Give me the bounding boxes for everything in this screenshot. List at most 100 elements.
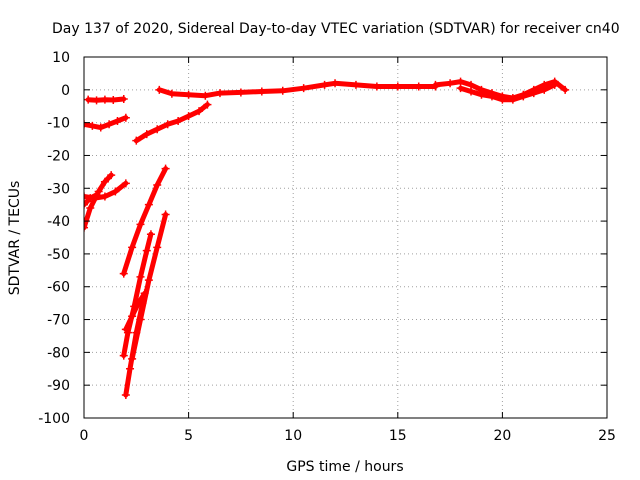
data-point-marker [299,84,308,93]
data-point-marker [561,85,570,94]
data-point-marker [88,121,97,130]
data-point-marker [372,82,381,91]
data-point-marker [96,123,105,132]
data-point-marker [393,82,402,91]
y-tick-label: -50 [47,247,70,263]
data-point-marker [519,92,528,101]
data-point-marker [278,86,287,95]
data-point-marker [107,171,116,180]
x-tick-label: 10 [284,428,302,444]
data-point-marker [128,354,137,363]
data-point-marker [153,180,162,189]
data-point-marker [467,87,476,96]
series-3 [155,79,440,100]
data-point-marker [119,95,128,104]
data-point-marker [174,116,183,125]
series-1 [84,113,130,132]
data-point-marker [142,130,151,139]
y-tick-label: 10 [52,50,70,66]
data-point-marker [201,91,210,100]
data-point-marker [92,96,101,105]
data-point-marker [144,200,153,209]
y-tick-label: -40 [47,214,70,230]
plot-frame [83,56,608,419]
data-point-marker [105,120,114,129]
data-point-marker [153,125,162,134]
y-tick-label: -30 [47,181,70,197]
x-axis-label: GPS time / hours [286,459,403,475]
data-point-marker [119,269,128,278]
y-tick-label: -20 [47,148,70,164]
y-axis-label: SDTVAR / TECUs [7,181,23,296]
series-trace [121,166,169,277]
data-point-marker [498,95,507,104]
data-point-marker [121,325,130,334]
data-point-marker [100,177,109,186]
x-tick-label: 5 [184,428,193,444]
data-point-marker [161,164,170,173]
data-series [84,77,570,400]
series-8 [84,190,101,209]
data-point-marker [84,200,88,209]
data-point-marker [119,351,128,360]
data-point-marker [414,82,423,91]
data-point-marker [155,85,164,94]
series-2 [132,100,212,145]
data-point-marker [121,391,130,400]
y-tick-label: -80 [47,345,70,361]
y-tick-label: -90 [47,378,70,394]
data-point-marker [184,112,193,121]
data-point-marker [128,312,137,321]
data-point-marker [92,190,101,199]
data-point-marker [456,84,465,93]
data-point-marker [320,80,329,89]
series-trace [123,290,148,332]
data-point-marker [257,87,266,96]
data-point-marker [100,95,109,104]
data-point-marker [132,136,141,145]
data-point-marker [134,299,143,308]
x-tick-label: 25 [598,428,616,444]
data-point-marker [84,223,88,232]
x-tick-label: 20 [493,428,511,444]
y-tick-label: -100 [38,411,70,427]
data-point-marker [153,243,162,252]
data-point-marker [167,89,176,98]
grid [84,57,607,418]
data-point-marker [136,315,145,324]
data-point-marker [550,80,559,89]
series-0 [84,95,128,105]
data-point-marker [86,194,95,203]
y-tick-label: 0 [61,83,70,99]
data-point-marker [128,243,137,252]
data-point-marker [163,120,172,129]
data-point-marker [100,192,109,201]
data-point-marker [113,116,122,125]
data-point-marker [331,79,340,88]
data-point-marker [121,113,130,122]
series-13 [121,289,149,334]
data-point-marker [84,120,88,129]
y-tick-label: -10 [47,116,70,132]
data-point-marker [109,95,118,104]
data-point-marker [111,187,120,196]
data-point-marker [215,89,224,98]
data-point-marker [140,289,149,298]
data-point-marker [136,220,145,229]
series-trace [156,80,438,99]
series-5 [456,80,559,104]
data-point-marker [446,79,455,88]
series-9 [119,164,170,278]
data-point-marker [126,364,135,373]
data-point-marker [540,85,549,94]
data-point-marker [203,100,212,109]
data-point-marker [121,179,130,188]
data-point-marker [161,210,170,219]
data-point-marker [144,276,153,285]
data-point-marker [195,107,204,116]
y-tick-label: -60 [47,280,70,296]
data-point-marker [136,272,145,281]
data-point-marker [477,90,486,99]
data-point-marker [86,203,95,212]
